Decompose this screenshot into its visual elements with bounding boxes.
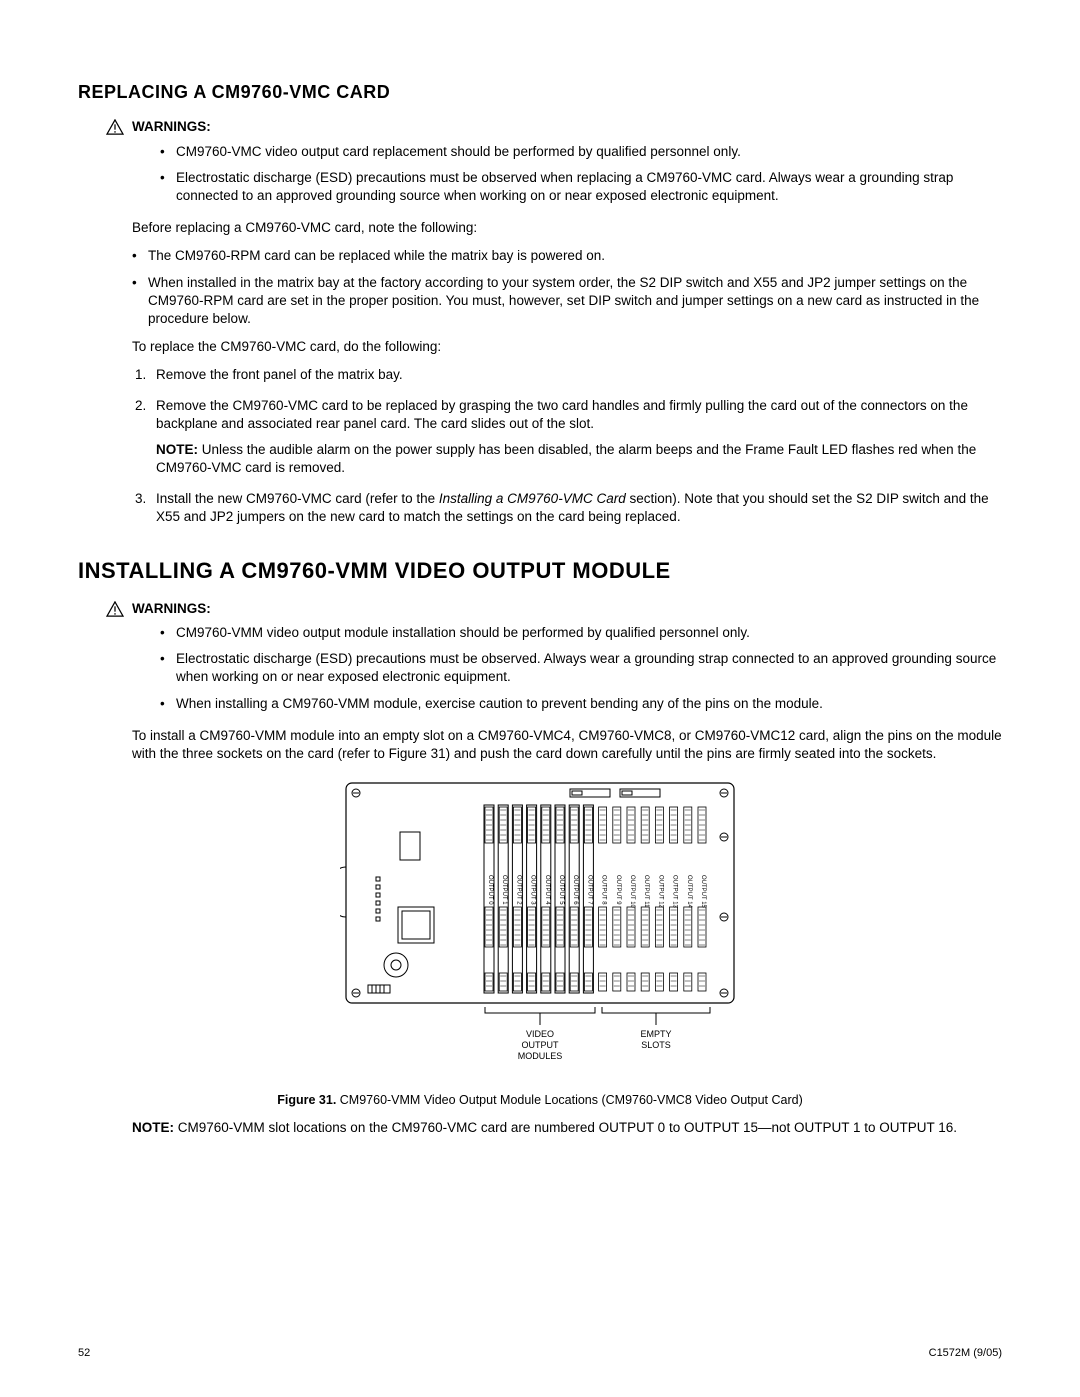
step-3: Install the new CM9760-VMC card (refer t… <box>150 490 1002 526</box>
final-note-label: NOTE: <box>132 1120 174 1135</box>
callout-empty: EMPTY <box>640 1029 671 1039</box>
section1-heading: REPLACING A CM9760-VMC CARD <box>78 80 1002 104</box>
slot-label: OUTPUT 1 <box>501 875 507 905</box>
step-2-text: Remove the CM9760-VMC card to be replace… <box>156 398 968 431</box>
slot-label: OUTPUT 3 <box>530 875 536 905</box>
slot-label: OUTPUT 12 <box>657 875 663 909</box>
callout-video: VIDEO <box>526 1029 554 1039</box>
slot-label: OUTPUT 6 <box>572 875 578 905</box>
before-para: Before replacing a CM9760-VMC card, note… <box>132 219 1002 237</box>
replace-para: To replace the CM9760-VMC card, do the f… <box>132 338 1002 356</box>
note-label: NOTE: <box>156 442 198 457</box>
list-item: When installing a CM9760-VMM module, exe… <box>160 695 1002 713</box>
warnings-label-2: WARNINGS: <box>132 600 211 618</box>
slot-label: OUTPUT 2 <box>515 875 521 905</box>
figure-31: OUTPUT 0 OUTPUT 1 OUTPUT 2 OUTPUT 3 OUTPUT 4… <box>78 777 1002 1109</box>
step-3-italic: Installing a CM9760-VMC Card <box>439 491 626 506</box>
list-item: CM9760-VMC video output card replacement… <box>160 143 1002 161</box>
slot-label: OUTPUT 5 <box>558 875 564 905</box>
warning-icon <box>106 119 124 135</box>
step-2: Remove the CM9760-VMC card to be replace… <box>150 397 1002 478</box>
warnings-list-1: CM9760-VMC video output card replacement… <box>160 143 1002 206</box>
slot-label: OUTPUT 15 <box>700 875 706 909</box>
callout-modules: MODULES <box>518 1051 563 1061</box>
step-2-note: NOTE: Unless the audible alarm on the po… <box>156 441 1002 477</box>
list-item: Electrostatic discharge (ESD) precaution… <box>160 169 1002 205</box>
list-item: CM9760-VMM video output module installat… <box>160 624 1002 642</box>
slot-label: OUTPUT 11 <box>643 875 649 908</box>
slot-label: OUTPUT 10 <box>629 875 635 909</box>
page-number: 52 <box>78 1346 90 1361</box>
warning-icon <box>106 601 124 617</box>
before-bullets: The CM9760-RPM card can be replaced whil… <box>132 247 1002 328</box>
list-item: When installed in the matrix bay at the … <box>132 274 1002 329</box>
step-3-a: Install the new CM9760-VMC card (refer t… <box>156 491 439 506</box>
install-para: To install a CM9760-VMM module into an e… <box>132 727 1002 763</box>
figure-caption: Figure 31. CM9760-VMM Video Output Modul… <box>78 1092 1002 1109</box>
callout-slots: SLOTS <box>641 1040 671 1050</box>
list-item: The CM9760-RPM card can be replaced whil… <box>132 247 1002 265</box>
slot-label: OUTPUT 14 <box>686 875 692 909</box>
warnings-label-1: WARNINGS: <box>132 118 211 136</box>
warnings-row-1: WARNINGS: <box>106 118 1002 136</box>
figure-caption-rest: CM9760-VMM Video Output Module Locations… <box>336 1093 802 1107</box>
note-text: Unless the audible alarm on the power su… <box>156 442 976 475</box>
slot-label: OUTPUT 0 <box>487 875 493 905</box>
final-note-text: CM9760-VMM slot locations on the CM9760-… <box>174 1120 957 1135</box>
page-footer: 52 C1572M (9/05) <box>78 1346 1002 1361</box>
callout-output: OUTPUT <box>522 1040 560 1050</box>
slot-label: OUTPUT 7 <box>586 875 592 905</box>
section2-heading: INSTALLING A CM9760-VMM VIDEO OUTPUT MOD… <box>78 556 1002 586</box>
warnings-row-2: WARNINGS: <box>106 600 1002 618</box>
doc-id: C1572M (9/05) <box>929 1346 1002 1361</box>
slot-label: OUTPUT 9 <box>615 875 621 905</box>
steps-list: Remove the front panel of the matrix bay… <box>150 366 1002 526</box>
board-diagram: OUTPUT 0 OUTPUT 1 OUTPUT 2 OUTPUT 3 OUTPUT 4… <box>340 777 740 1077</box>
slot-label: OUTPUT 4 <box>544 875 550 905</box>
slot-label: OUTPUT 8 <box>601 875 607 905</box>
warnings-list-2: CM9760-VMM video output module installat… <box>160 624 1002 713</box>
figure-caption-bold: Figure 31. <box>277 1093 336 1107</box>
list-item: Electrostatic discharge (ESD) precaution… <box>160 650 1002 686</box>
final-note: NOTE: CM9760-VMM slot locations on the C… <box>132 1119 1002 1137</box>
slot-label: OUTPUT 13 <box>672 875 678 909</box>
step-1: Remove the front panel of the matrix bay… <box>150 366 1002 384</box>
